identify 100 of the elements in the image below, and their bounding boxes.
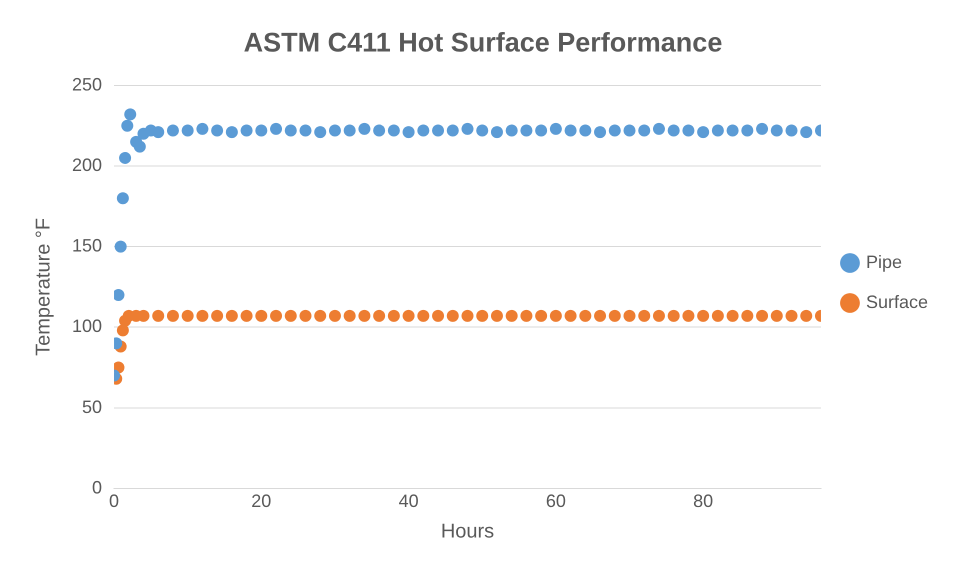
point xyxy=(182,310,194,322)
point xyxy=(358,310,370,322)
point xyxy=(786,310,798,322)
point xyxy=(417,310,430,322)
point xyxy=(344,124,356,137)
point xyxy=(182,124,194,137)
point xyxy=(388,310,400,322)
x-tick-label: 0 xyxy=(109,491,120,512)
point xyxy=(608,124,621,137)
point xyxy=(121,120,134,132)
point xyxy=(446,124,459,137)
point xyxy=(756,310,768,322)
point xyxy=(726,124,739,137)
point xyxy=(535,310,548,322)
point xyxy=(697,310,710,322)
point xyxy=(196,310,208,322)
point xyxy=(638,124,650,137)
point xyxy=(314,310,326,322)
point xyxy=(564,124,577,137)
point xyxy=(712,124,724,137)
point xyxy=(124,108,136,120)
point xyxy=(462,122,474,135)
y-tick-label: 100 xyxy=(72,316,102,336)
point xyxy=(800,126,812,138)
point xyxy=(284,310,297,322)
point xyxy=(506,124,518,137)
y-tick-label: 150 xyxy=(72,236,102,256)
point xyxy=(402,126,415,138)
point xyxy=(240,310,253,322)
point xyxy=(119,152,132,164)
legend-label: Pipe xyxy=(866,252,902,272)
point xyxy=(328,124,341,137)
point xyxy=(166,124,179,137)
point xyxy=(535,124,548,137)
point xyxy=(668,124,680,137)
point xyxy=(462,310,474,322)
point xyxy=(550,122,562,135)
point xyxy=(240,124,253,137)
point xyxy=(417,124,430,137)
point xyxy=(226,126,238,138)
point xyxy=(697,126,710,138)
point xyxy=(668,310,680,322)
point xyxy=(741,124,754,137)
point xyxy=(726,310,739,322)
x-tick-label: 20 xyxy=(251,491,272,512)
point xyxy=(388,124,400,137)
legend-label: Surface xyxy=(866,292,928,312)
point xyxy=(344,310,356,322)
point xyxy=(446,310,459,322)
point xyxy=(624,310,636,322)
point xyxy=(579,124,592,137)
point xyxy=(506,310,518,322)
point xyxy=(652,122,665,135)
point xyxy=(116,324,129,336)
point xyxy=(328,310,341,322)
x-tick-label: 40 xyxy=(398,491,419,512)
x-tick-label: 60 xyxy=(546,491,566,512)
point xyxy=(800,310,812,322)
point xyxy=(490,310,503,322)
point xyxy=(786,124,798,137)
point xyxy=(358,122,370,135)
point xyxy=(373,310,386,322)
point xyxy=(166,310,179,322)
point xyxy=(624,124,636,137)
point xyxy=(152,126,164,138)
point xyxy=(476,310,488,322)
point xyxy=(756,122,768,135)
point xyxy=(402,310,415,322)
point xyxy=(114,240,127,253)
point xyxy=(299,124,312,137)
y-axis-title: Temperature °F xyxy=(32,218,55,356)
point xyxy=(211,310,224,322)
point xyxy=(299,310,312,322)
point xyxy=(284,124,297,137)
point xyxy=(608,310,621,322)
point xyxy=(579,310,592,322)
point xyxy=(594,310,606,322)
point xyxy=(196,122,208,135)
y-tick-label: 0 xyxy=(92,477,102,498)
y-tick-label: 50 xyxy=(82,396,102,417)
point xyxy=(432,124,444,137)
point xyxy=(432,310,444,322)
point xyxy=(712,310,724,322)
point xyxy=(770,124,783,137)
point xyxy=(255,124,268,137)
point xyxy=(564,310,577,322)
point xyxy=(638,310,650,322)
point xyxy=(476,124,488,137)
point xyxy=(152,310,164,322)
chart-title: ASTM C411 Hot Surface Performance xyxy=(244,28,722,58)
point xyxy=(255,310,268,322)
point xyxy=(373,124,386,137)
point xyxy=(652,310,665,322)
y-tick-label: 200 xyxy=(72,154,102,175)
point xyxy=(770,310,783,322)
point xyxy=(270,310,282,322)
x-tick-label: 80 xyxy=(693,491,714,512)
point xyxy=(550,310,562,322)
point xyxy=(741,310,754,322)
point xyxy=(314,126,326,138)
